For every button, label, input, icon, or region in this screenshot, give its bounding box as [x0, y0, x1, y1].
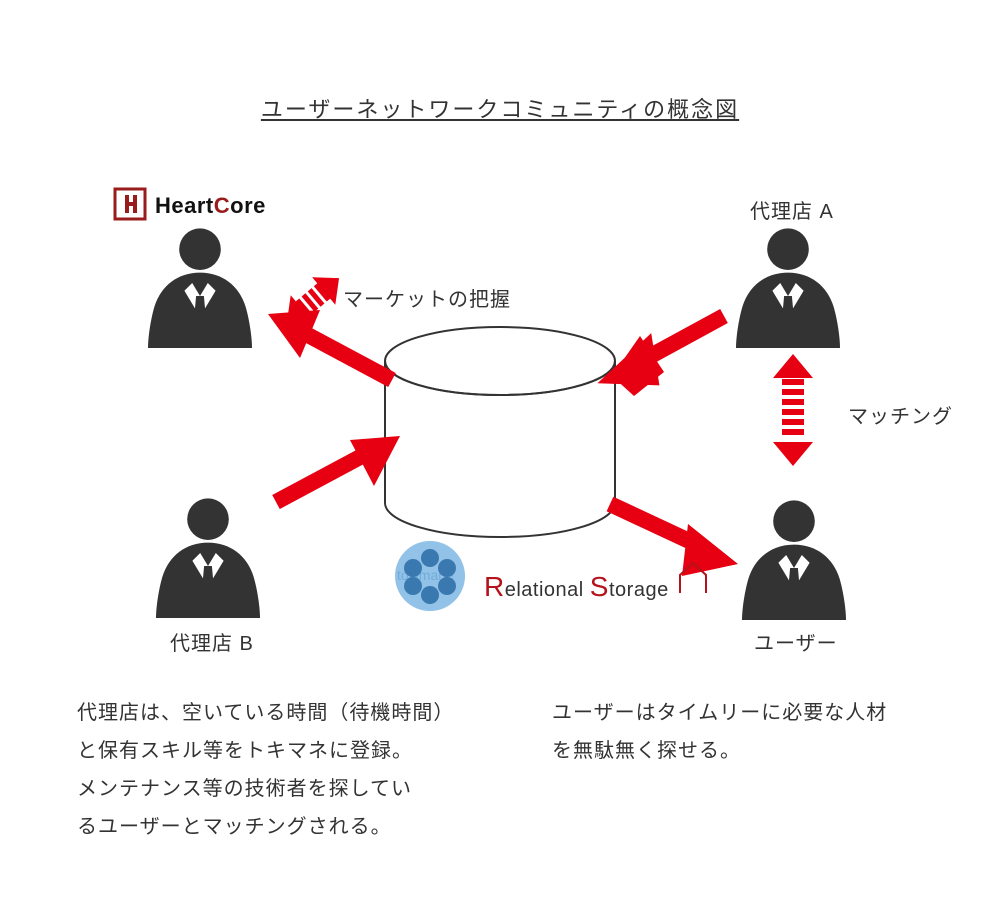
- agent-a-person-icon: [736, 228, 840, 348]
- agent-b-person-icon: [156, 498, 260, 618]
- heartcore-person-icon: [148, 228, 252, 348]
- arrow-agent-a-to-center: [597, 316, 724, 396]
- arrow-center-to-user: [610, 504, 738, 576]
- tokimane-icon: [395, 541, 465, 611]
- diagram-root: ユーザーネットワークコミュニティの概念図 HeartCore 代理店 A 代理店…: [0, 0, 1000, 898]
- arrow-striped-matching: [773, 354, 813, 466]
- user-person-icon: [742, 500, 846, 620]
- database-cylinder-icon: [385, 327, 615, 537]
- diagram-svg: [0, 0, 1000, 898]
- heartcore-logo-icon: [115, 189, 145, 219]
- arrow-agent-b-to-center: [276, 436, 400, 502]
- arrow-center-to-heartcore: [268, 310, 392, 380]
